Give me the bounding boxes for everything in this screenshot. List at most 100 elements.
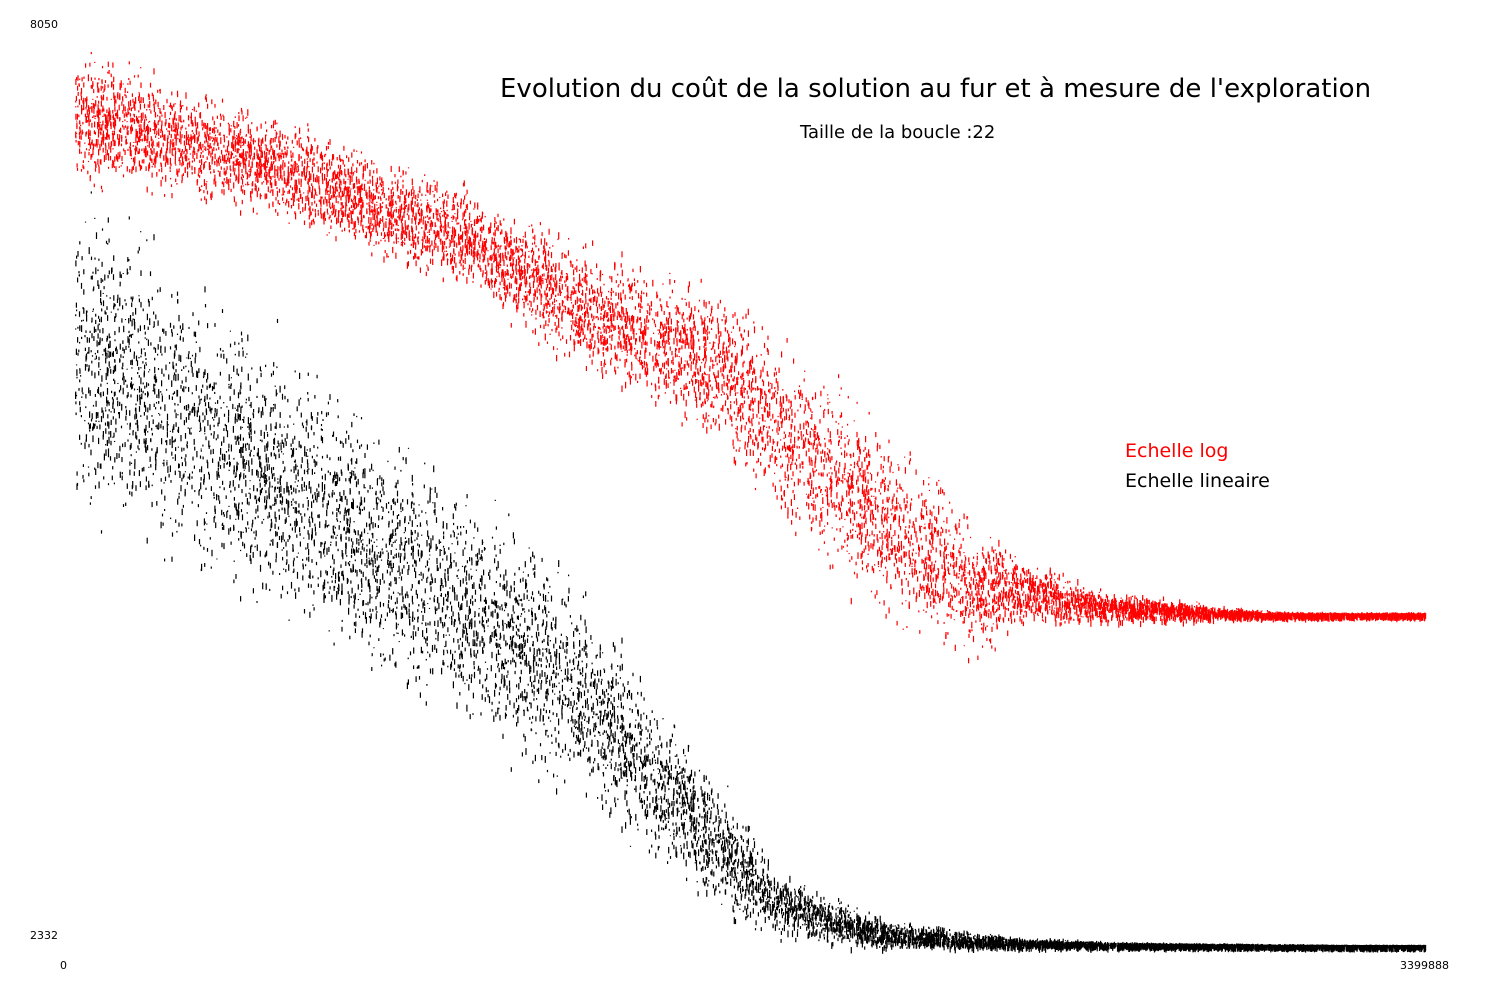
data-point (118, 166, 120, 168)
data-point (621, 311, 623, 314)
data-point (911, 562, 913, 565)
data-point (264, 175, 266, 181)
data-point (130, 117, 132, 123)
data-point (314, 200, 316, 204)
data-point (141, 148, 143, 152)
data-point (930, 569, 933, 575)
data-point (624, 333, 626, 339)
data-point (82, 100, 84, 103)
data-point (318, 176, 320, 182)
data-point (761, 326, 763, 331)
data-point (149, 101, 151, 108)
data-point (93, 103, 95, 110)
data-point (1023, 591, 1025, 594)
data-point (659, 368, 661, 372)
data-point (300, 180, 302, 187)
data-point (904, 551, 906, 558)
data-point (780, 505, 782, 510)
data-point (1192, 610, 1195, 617)
data-point (750, 389, 752, 393)
data-point (506, 284, 508, 292)
data-point (857, 475, 859, 482)
data-point (781, 411, 783, 414)
data-point (594, 344, 596, 349)
data-point (740, 389, 742, 396)
data-point (296, 140, 298, 146)
data-point (130, 150, 132, 156)
data-point (209, 136, 211, 141)
data-point (351, 211, 353, 215)
data-point (453, 234, 455, 239)
data-point (160, 131, 162, 133)
data-point (501, 276, 503, 282)
data-point (764, 392, 766, 396)
data-point (143, 148, 145, 154)
data-point (384, 239, 386, 242)
data-point (120, 80, 122, 85)
data-point (856, 534, 859, 539)
data-point (154, 162, 156, 168)
data-point (858, 537, 860, 540)
data-point (1256, 610, 1258, 612)
data-point (846, 532, 848, 537)
data-point (399, 210, 401, 218)
data-point (437, 245, 439, 252)
data-point (1113, 603, 1115, 607)
data-point (1085, 602, 1087, 609)
data-point (688, 315, 690, 322)
data-point (351, 152, 353, 158)
data-point (153, 102, 155, 108)
data-point (659, 329, 661, 333)
data-point (407, 193, 410, 198)
data-point (592, 319, 594, 322)
data-point (942, 506, 944, 510)
data-point (602, 339, 604, 341)
data-point (609, 326, 611, 332)
data-point (847, 476, 849, 482)
data-point (1213, 611, 1215, 614)
data-point (784, 501, 786, 509)
data-point (780, 421, 782, 424)
data-point (1057, 593, 1059, 601)
data-point (170, 184, 173, 187)
data-point (1062, 596, 1064, 599)
data-point (82, 131, 84, 134)
data-point (570, 320, 572, 322)
data-point (919, 526, 921, 534)
data-point (326, 190, 328, 193)
data-point (980, 601, 982, 606)
data-point (135, 115, 138, 122)
data-point (523, 265, 525, 270)
data-point (350, 210, 352, 215)
data-point (1029, 577, 1031, 584)
data-point (724, 330, 726, 332)
data-point (852, 470, 854, 477)
data-point (1007, 630, 1009, 637)
data-point (1010, 572, 1013, 574)
data-point (1013, 610, 1015, 616)
data-point (757, 458, 759, 463)
data-point (638, 359, 641, 363)
data-point (699, 346, 701, 351)
data-point (851, 482, 853, 488)
data-point (787, 453, 789, 458)
data-point (665, 373, 667, 379)
data-point (729, 414, 731, 420)
data-point (226, 177, 228, 184)
data-point (943, 565, 946, 571)
data-point (606, 338, 608, 344)
data-point (909, 541, 911, 547)
data-point (449, 242, 451, 246)
data-point (1065, 602, 1067, 607)
data-point (510, 248, 512, 254)
data-point (229, 165, 231, 170)
data-point (936, 612, 938, 615)
data-point (252, 157, 254, 161)
data-point (207, 141, 209, 147)
data-point (718, 423, 720, 431)
data-point (1054, 613, 1056, 616)
data-point (516, 287, 518, 291)
data-point (333, 191, 335, 193)
data-point (764, 467, 766, 474)
data-point (873, 539, 875, 544)
